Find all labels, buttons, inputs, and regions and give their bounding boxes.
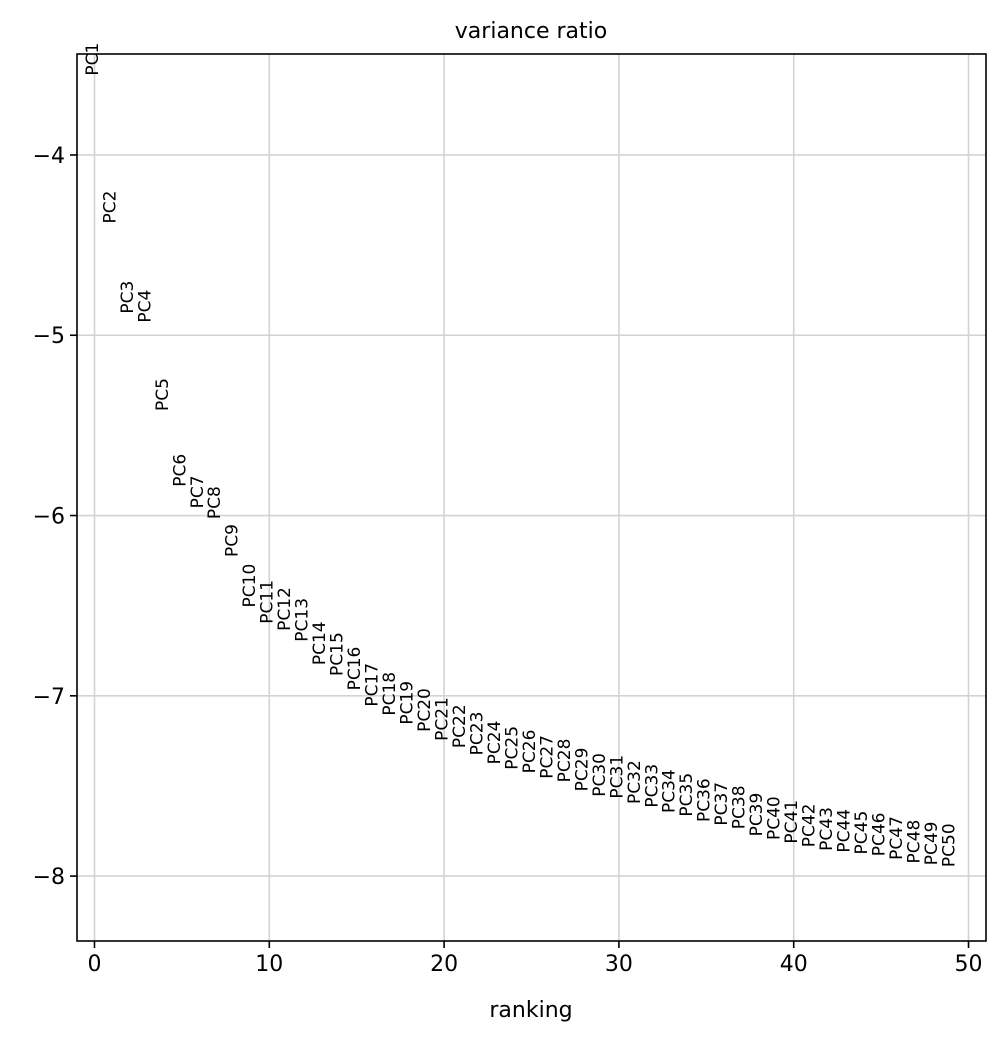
- pc-label-pc39: PC39: [747, 793, 767, 837]
- pc-label-pc3: PC3: [118, 281, 138, 314]
- pc-label-pc6: PC6: [170, 454, 190, 487]
- pc-label-pc44: PC44: [835, 809, 855, 853]
- y-tick-label: −7: [33, 685, 65, 710]
- x-tick-label: 50: [955, 952, 983, 977]
- pc-label-pc11: PC11: [258, 580, 278, 624]
- y-tick-label: −5: [33, 324, 65, 349]
- pc-label-pc38: PC38: [730, 785, 750, 829]
- x-tick-label: 0: [87, 952, 101, 977]
- pc-label-pc32: PC32: [625, 760, 645, 804]
- pc-label-pc7: PC7: [188, 475, 208, 508]
- x-axis-title: ranking: [489, 998, 572, 1023]
- pc-label-pc1: PC1: [83, 43, 103, 76]
- y-tick-label: −4: [33, 144, 65, 169]
- pc-label-pc19: PC19: [398, 681, 418, 725]
- pc-label-pc34: PC34: [660, 769, 680, 813]
- pc-label-pc20: PC20: [415, 688, 435, 732]
- pc-label-pc14: PC14: [310, 621, 330, 665]
- pc-label-pc4: PC4: [135, 290, 155, 323]
- x-tick-label: 40: [780, 952, 808, 977]
- pc-label-pc13: PC13: [293, 598, 313, 642]
- pc-label-pc48: PC48: [904, 820, 924, 864]
- pc-label-pc36: PC36: [695, 778, 715, 822]
- pc-label-pc43: PC43: [817, 807, 837, 851]
- x-tick-label: 30: [605, 952, 633, 977]
- pc-label-pc5: PC5: [153, 378, 173, 411]
- plot-frame: [76, 53, 987, 942]
- pc-label-pc16: PC16: [345, 647, 365, 691]
- pc-label-pc30: PC30: [590, 753, 610, 797]
- pc-label-pc40: PC40: [765, 796, 785, 840]
- pc-label-pc35: PC35: [677, 773, 697, 817]
- x-tick-label: 20: [430, 952, 458, 977]
- pc-label-pc2: PC2: [100, 191, 120, 224]
- grid-layer: [77, 54, 986, 941]
- pc-label-pc31: PC31: [607, 755, 627, 799]
- pc-label-pc41: PC41: [782, 800, 802, 844]
- pc-label-pc17: PC17: [363, 663, 383, 707]
- pc-label-pc37: PC37: [712, 782, 732, 826]
- point-labels: PC1PC2PC3PC4PC5PC6PC7PC8PC9PC10PC11PC12P…: [83, 43, 960, 867]
- pc-label-pc21: PC21: [432, 697, 452, 741]
- pc-label-pc45: PC45: [852, 811, 872, 855]
- y-tick-label: −8: [33, 865, 65, 890]
- pc-label-pc24: PC24: [485, 721, 505, 765]
- pc-label-pc9: PC9: [223, 524, 243, 557]
- pc-label-pc42: PC42: [800, 803, 820, 847]
- pc-label-pc23: PC23: [467, 712, 487, 756]
- pc-label-pc18: PC18: [380, 672, 400, 716]
- pc-label-pc12: PC12: [275, 587, 295, 631]
- pc-label-pc8: PC8: [205, 486, 225, 519]
- pc-label-pc29: PC29: [572, 748, 592, 792]
- pc-label-pc46: PC46: [870, 813, 890, 857]
- x-tick-label: 10: [255, 952, 283, 977]
- pc-label-pc28: PC28: [555, 739, 575, 783]
- pc-label-pc49: PC49: [922, 822, 942, 866]
- pc-label-pc26: PC26: [520, 730, 540, 774]
- pc-label-pc15: PC15: [328, 632, 348, 676]
- pc-label-pc22: PC22: [450, 704, 470, 748]
- y-tick-label: −6: [33, 505, 65, 530]
- axis-ticks: 0 10 20 30 40 50 −4 −5 −6 −7 −8: [33, 144, 983, 977]
- pc-label-pc50: PC50: [939, 823, 959, 867]
- pc-label-pc33: PC33: [642, 764, 662, 808]
- pc-label-pc27: PC27: [537, 735, 557, 779]
- pc-label-pc25: PC25: [502, 726, 522, 770]
- chart-title: variance ratio: [455, 19, 607, 44]
- pc-label-pc47: PC47: [887, 816, 907, 860]
- pc-label-pc10: PC10: [240, 564, 260, 608]
